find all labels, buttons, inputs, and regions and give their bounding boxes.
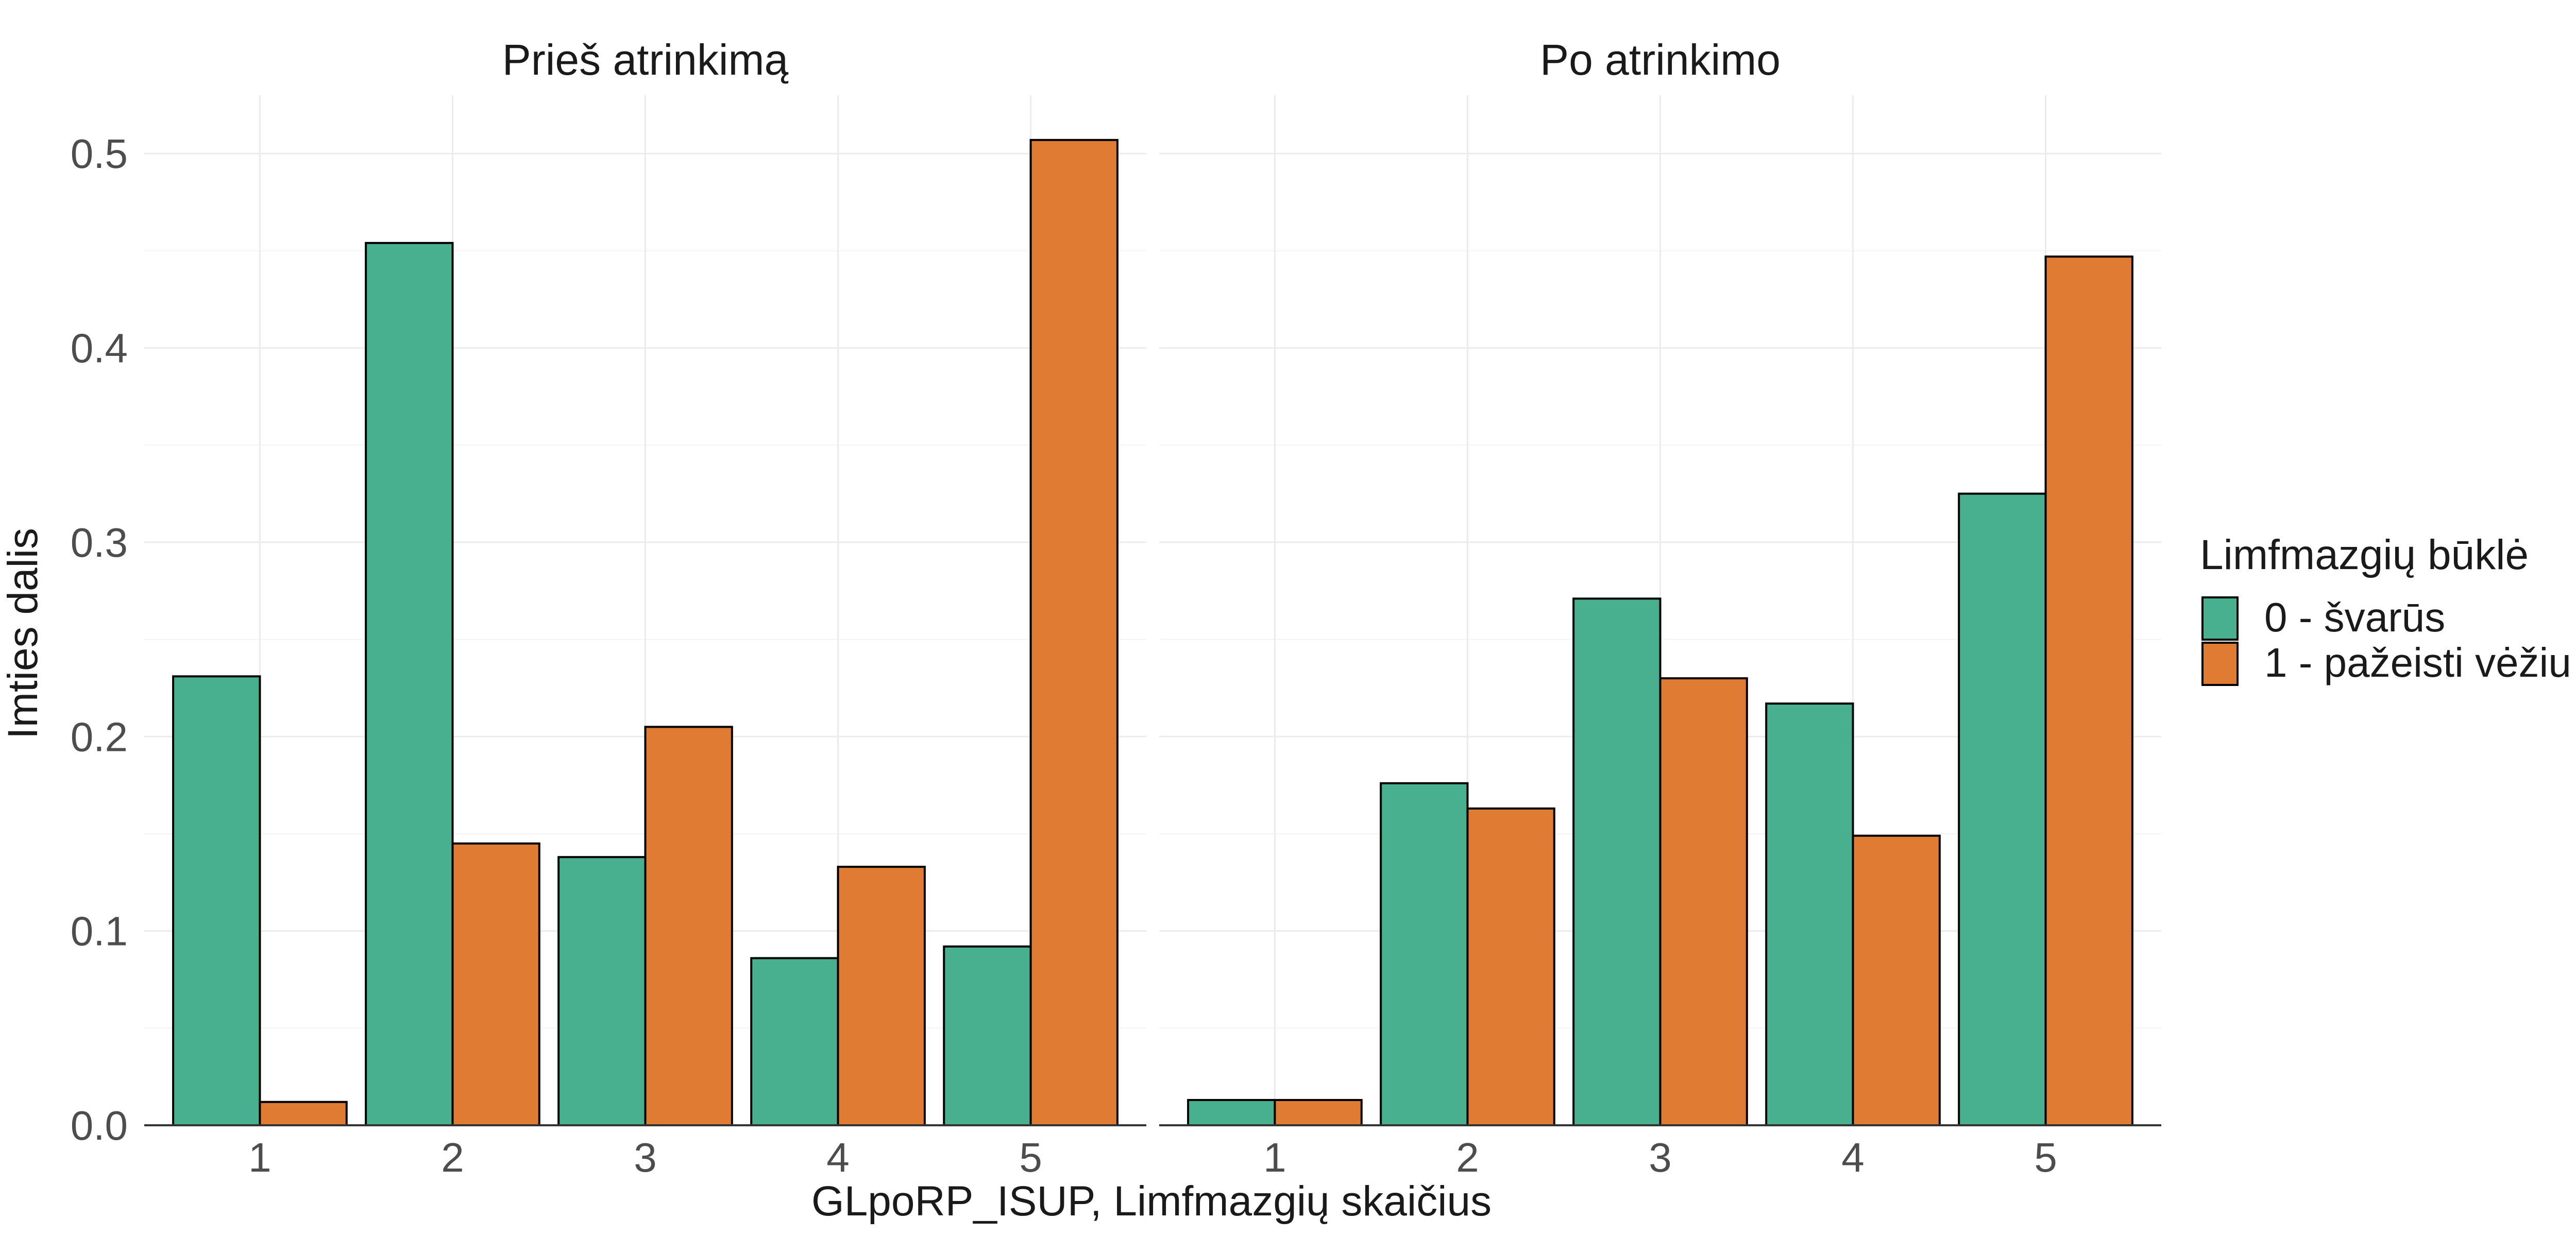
bar-affected-3: [644, 726, 733, 1126]
bar-clean-5: [1958, 492, 2047, 1126]
bar-affected-5: [1029, 139, 1118, 1126]
panel-title: Prieš atrinkimą: [502, 36, 789, 84]
bar-affected-3: [1659, 677, 1748, 1126]
legend-title: Limfmazgių būklė: [2200, 531, 2529, 578]
bar-clean-4: [750, 957, 839, 1126]
x-tick-label: 2: [441, 1135, 464, 1180]
x-tick-label: 5: [1019, 1135, 1042, 1180]
x-tick-label: 5: [2034, 1135, 2057, 1180]
bar-clean-5: [943, 945, 1032, 1126]
bar-clean-3: [557, 856, 647, 1126]
bar-clean-2: [365, 242, 454, 1126]
bar-affected-1: [259, 1101, 348, 1127]
x-tick-label: 4: [826, 1135, 850, 1180]
bar-affected-1: [1274, 1098, 1363, 1126]
bar-clean-3: [1572, 597, 1662, 1126]
y-axis: 0.0 0.1 0.2 0.3 0.4 0.5: [71, 131, 128, 1148]
panel-1: 1 2 3 4 5 Prieš atrinkimą: [144, 36, 1146, 1180]
x-axis-label: GLpoRP_ISUP, Limfmazgių skaičius: [811, 1178, 1492, 1225]
y-tick-label: 0.3: [71, 520, 128, 565]
y-axis-label: Imties dalis: [0, 528, 46, 739]
bar-clean-2: [1380, 782, 1469, 1126]
bar-affected-2: [1466, 807, 1555, 1126]
x-tick-label: 3: [1649, 1135, 1672, 1180]
legend-entry-1: 0 - švarūs: [2264, 594, 2445, 640]
legend-key-2: [2201, 642, 2239, 686]
bar-clean-4: [1765, 702, 1854, 1126]
legend-entry-2: 1 - pažeisti vėžiu: [2264, 640, 2571, 685]
y-tick-label: 0.4: [71, 325, 128, 371]
panel-title: Po atrinkimo: [1540, 36, 1781, 84]
x-tick-label: 2: [1456, 1135, 1479, 1180]
panels: 1 2 3 4 5 Prieš atrinkimą 1 2 3 4 5 Po atrinkimo: [144, 36, 2161, 1180]
bar-affected-5: [2044, 255, 2133, 1127]
y-tick-label: 0.0: [71, 1103, 128, 1148]
y-tick-label: 0.5: [71, 131, 128, 177]
bar-affected-4: [837, 866, 926, 1126]
x-tick-label: 3: [634, 1135, 657, 1180]
x-tick-label: 1: [248, 1135, 272, 1180]
x-tick-label: 4: [1841, 1135, 1865, 1180]
bar-clean-1: [172, 675, 261, 1126]
bar-affected-4: [1852, 834, 1941, 1126]
y-tick-label: 0.2: [71, 714, 128, 760]
legend-key-1: [2201, 596, 2239, 641]
y-tick-label: 0.1: [71, 908, 128, 954]
bar-affected-2: [451, 842, 540, 1126]
bar-clean-1: [1187, 1098, 1276, 1126]
panel-2: 1 2 3 4 5 Po atrinkimo: [1159, 36, 2161, 1180]
x-tick-label: 1: [1263, 1135, 1286, 1180]
